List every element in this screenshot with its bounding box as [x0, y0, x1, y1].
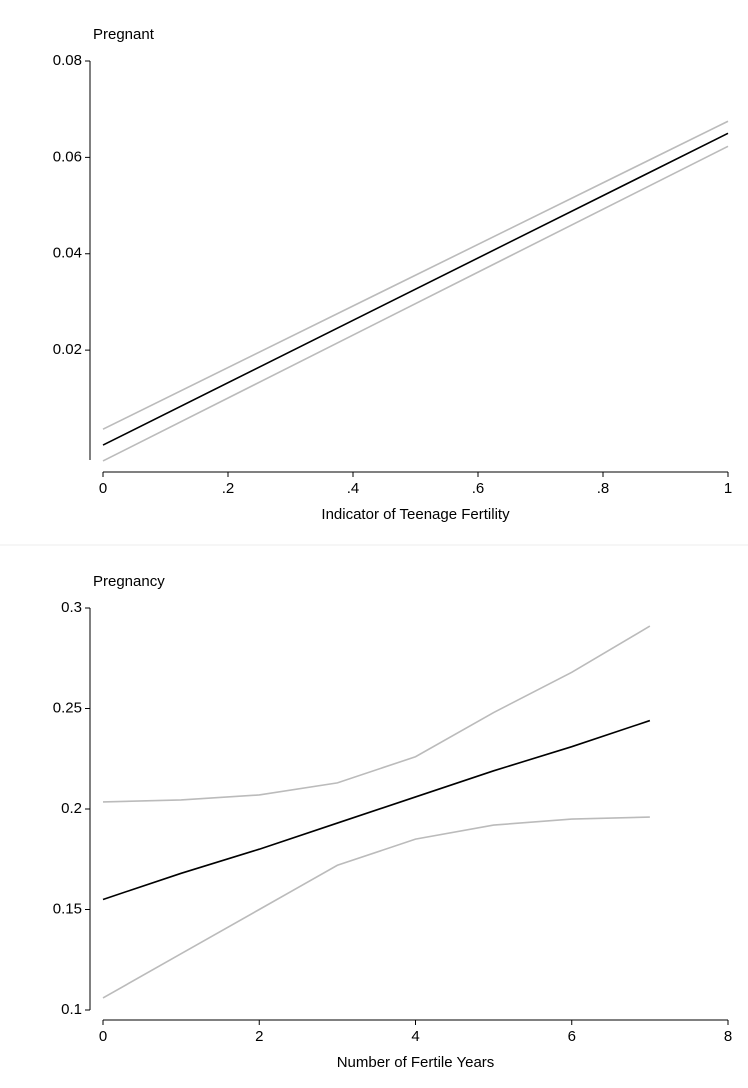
series-line — [102, 120, 729, 430]
y-tick-label: 0.08 — [53, 52, 82, 69]
x-tick-label: .4 — [347, 480, 360, 497]
series-line — [102, 719, 651, 901]
x-tick-label: 2 — [255, 1028, 263, 1045]
y-tick-label: 0.2 — [61, 800, 82, 817]
series-line — [102, 145, 729, 462]
x-tick-label: 0 — [99, 480, 107, 497]
series-line — [102, 132, 729, 446]
x-tick-label: 6 — [568, 1028, 576, 1045]
x-tick-label: 0 — [99, 1028, 107, 1045]
y-tick-label: 0.06 — [53, 148, 82, 165]
y-tick-label: 0.04 — [53, 245, 82, 262]
x-tick-label: 1 — [724, 480, 732, 497]
series-line — [102, 625, 651, 803]
x-tick-label: .8 — [597, 480, 610, 497]
y-axis-title: Pregnancy — [93, 573, 165, 590]
series-line — [102, 816, 650, 999]
x-tick-label: .2 — [222, 480, 235, 497]
y-tick-label: 0.15 — [53, 900, 82, 917]
x-axis-title: Number of Fertile Years — [337, 1054, 495, 1071]
y-axis-title: Pregnant — [93, 26, 155, 43]
y-tick-label: 0.1 — [61, 1001, 82, 1018]
y-tick-label: 0.02 — [53, 341, 82, 358]
x-axis-title: Indicator of Teenage Fertility — [321, 506, 510, 523]
y-tick-label: 0.25 — [53, 699, 82, 716]
x-tick-label: 4 — [411, 1028, 419, 1045]
x-tick-label: .6 — [472, 480, 485, 497]
x-tick-label: 8 — [724, 1028, 732, 1045]
y-tick-label: 0.3 — [61, 599, 82, 616]
